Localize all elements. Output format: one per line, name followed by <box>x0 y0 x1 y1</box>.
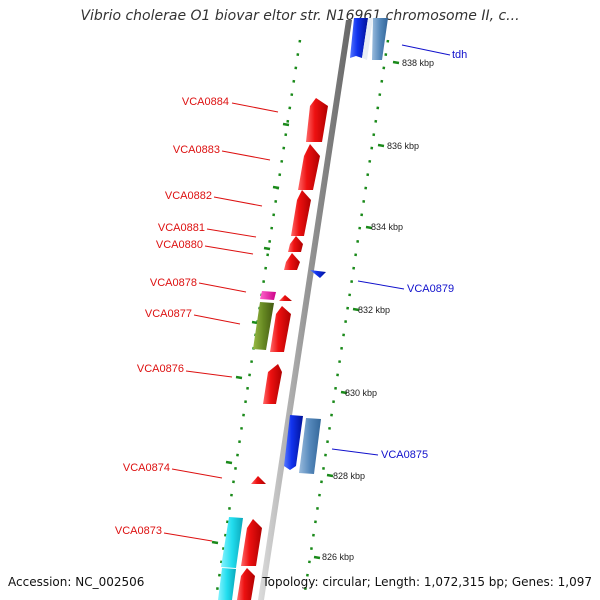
chromosome-backbone <box>258 20 352 600</box>
gene-vca0874 <box>251 476 266 484</box>
scale-labels: 838 kbp 836 kbp 834 kbp 832 kbp 830 kbp … <box>322 58 434 562</box>
gene-bottom-red <box>237 568 255 600</box>
label-vca0873: VCA0873 <box>115 525 162 537</box>
gene-white-top <box>362 18 373 60</box>
tick-label-832: 832 kbp <box>358 305 390 315</box>
gene-vca0873-red <box>241 519 262 566</box>
label-vca0875: VCA0875 <box>381 449 428 461</box>
summary-text: Topology: circular; Length: 1,072,315 bp… <box>262 575 592 589</box>
label-vca0877: VCA0877 <box>145 308 192 320</box>
label-vca0880: VCA0880 <box>156 239 203 251</box>
gene-bottom-cyan <box>218 568 236 600</box>
tick-label-828: 828 kbp <box>333 471 365 481</box>
gene-vca0877-red <box>270 306 291 352</box>
label-vca0881: VCA0881 <box>158 222 205 234</box>
map-title: Vibrio cholerae O1 biovar eltor str. N16… <box>80 8 520 24</box>
accession-text: Accession: NC_002506 <box>8 575 145 589</box>
label-vca0879: VCA0879 <box>407 283 454 295</box>
right-labels: tdh VCA0879 VCA0875 <box>381 49 467 461</box>
left-labels: VCA0884 VCA0883 VCA0882 VCA0881 VCA0880 … <box>115 96 229 537</box>
gene-vca0875-blue <box>284 415 303 470</box>
label-tdh: tdh <box>452 49 467 61</box>
gene-steel-top <box>372 18 388 60</box>
label-vca0884: VCA0884 <box>182 96 229 108</box>
gene-vca0878-magenta <box>260 291 276 300</box>
label-vca0878: VCA0878 <box>150 277 197 289</box>
label-vca0874: VCA0874 <box>123 462 170 474</box>
label-leaders <box>163 44 451 542</box>
gene-vca0879 <box>310 270 326 278</box>
label-vca0882: VCA0882 <box>165 190 212 202</box>
gene-small-red-a <box>279 295 292 301</box>
gene-vca0882 <box>291 190 311 236</box>
tick-label-838: 838 kbp <box>402 58 434 68</box>
tick-label-830: 830 kbp <box>345 388 377 398</box>
tick-label-836: 836 kbp <box>387 141 419 151</box>
gene-vca0875-steel <box>299 418 321 474</box>
gene-vca0876 <box>263 364 282 404</box>
gene-vca0881 <box>288 236 303 252</box>
gene-features <box>218 18 388 600</box>
label-vca0883: VCA0883 <box>173 144 220 156</box>
gene-vca0884 <box>306 98 328 142</box>
tick-label-834: 834 kbp <box>371 222 403 232</box>
gene-vca0880 <box>284 253 300 270</box>
label-vca0876: VCA0876 <box>137 363 184 375</box>
gene-vca0877-olive <box>253 302 274 350</box>
tick-marks <box>211 60 400 560</box>
gene-vca0873-cyan <box>221 517 243 568</box>
gene-vca0883 <box>298 144 320 190</box>
tick-label-826: 826 kbp <box>322 552 354 562</box>
